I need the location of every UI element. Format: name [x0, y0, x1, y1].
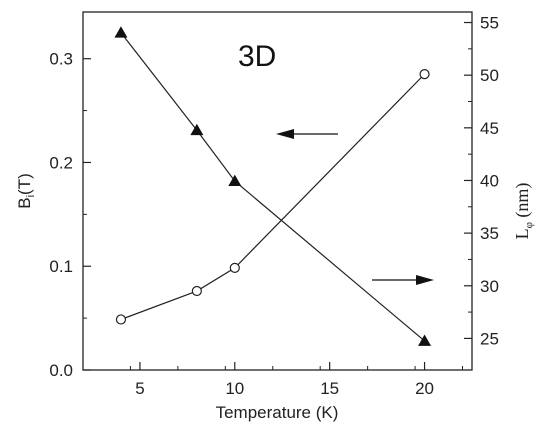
y-right-tick-label: 50: [480, 66, 499, 85]
arrow-left-annotation: [276, 129, 338, 139]
arrow-right-annotation: [372, 275, 434, 285]
y-left-tick-label: 0.1: [49, 257, 73, 276]
circle-point: [229, 262, 240, 273]
y-left-tick-label: 0.0: [49, 361, 73, 380]
y-right-tick-label: 40: [480, 171, 499, 190]
circle-point: [115, 314, 127, 325]
y-right-tick-label: 35: [480, 224, 499, 243]
triangle-point: [418, 334, 432, 346]
y-left-tick-label: 0.2: [49, 153, 73, 172]
x-tick-label: 20: [415, 379, 434, 398]
y-right-tick-label: 25: [480, 329, 499, 348]
y-right-sub: φ: [523, 222, 535, 228]
triangle-point: [190, 123, 204, 136]
y-axis-title-right: Lφ (nm): [512, 183, 535, 240]
y-left-sub: i: [25, 195, 37, 197]
panel-label: 3D: [238, 40, 276, 73]
y-right-tick-label: 55: [480, 14, 499, 33]
y-right-rest: (nm): [512, 183, 533, 223]
x-tick-label: 10: [225, 379, 244, 398]
y-axis-title-left: Bi(T): [15, 173, 37, 209]
x-tick-label: 15: [320, 379, 339, 398]
triangle-point: [228, 174, 242, 187]
y-left-rest: (T): [15, 173, 34, 195]
y-left-tick-label: 0.3: [49, 50, 73, 69]
right-series-line: [120, 73, 425, 321]
y-right-tick-label: 45: [480, 119, 499, 138]
left-series-line: [120, 32, 425, 342]
plot-frame: [82, 11, 473, 371]
circle-point: [191, 285, 202, 297]
y-right-main: L: [512, 228, 532, 239]
y-left-main: B: [15, 197, 34, 208]
x-tick-label: 5: [135, 379, 144, 398]
y-right-tick-label: 30: [480, 277, 499, 296]
series-layer: [114, 26, 432, 346]
x-axis-title: Temperature (K): [216, 403, 339, 422]
triangle-point: [114, 26, 128, 38]
circle-point: [419, 69, 430, 80]
ticks: 5 10 15 20 0.0 0.1 0.2 0.3 25 30 35 40 45 50 55: [49, 14, 499, 398]
